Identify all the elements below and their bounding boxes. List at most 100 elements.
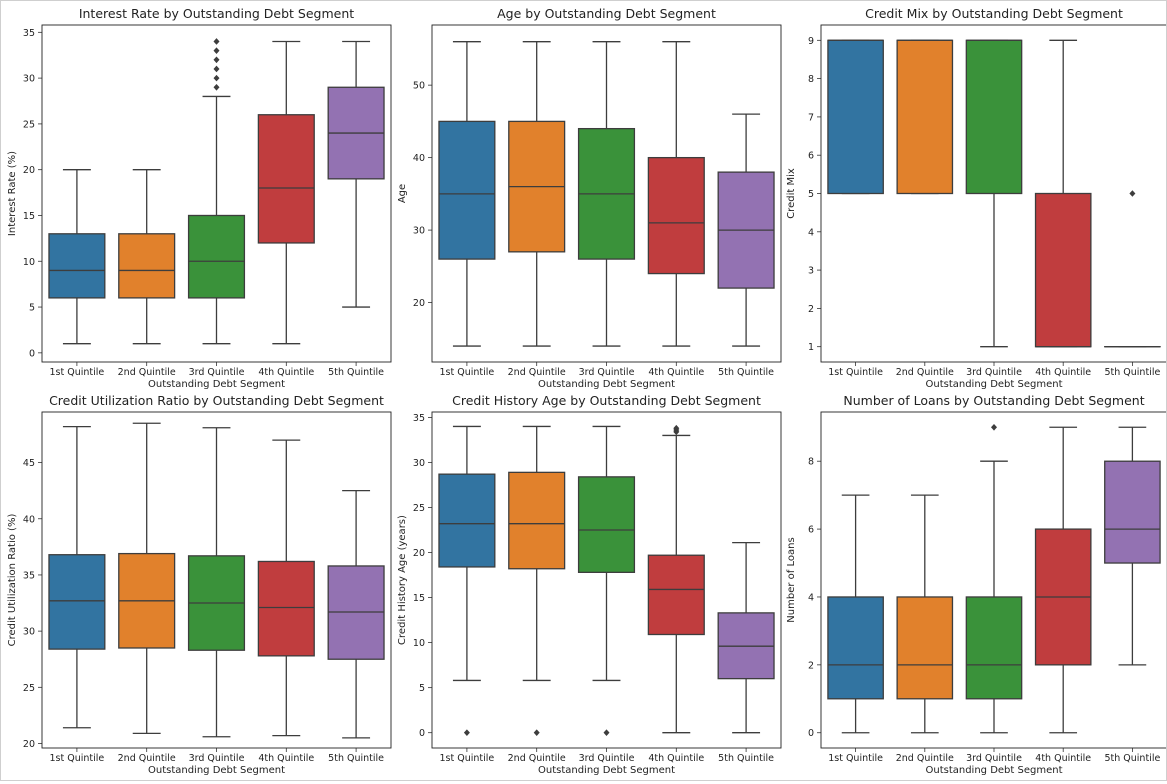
box-5 [328, 41, 384, 307]
x-tick-label: 4th Quintile [648, 753, 704, 764]
x-tick-label: 1st Quintile [828, 367, 883, 378]
x-tick-label: 1st Quintile [440, 367, 495, 378]
y-tick-label: 9 [808, 36, 814, 47]
y-tick-label: 5 [808, 189, 814, 200]
x-tick-label: 2nd Quintile [118, 367, 176, 378]
chart-title: Number of Loans by Outstanding Debt Segm… [843, 393, 1144, 408]
y-axis-label: Credit Utilization Ratio (%) [7, 514, 18, 647]
x-axis-label: Outstanding Debt Segment [148, 765, 285, 776]
y-tick-label: 20 [23, 165, 35, 176]
chart-panel-1: Interest Rate by Outstanding Debt Segmen… [7, 6, 391, 390]
x-tick-label: 4th Quintile [648, 367, 704, 378]
box-body [1036, 194, 1091, 347]
chart-title: Credit Mix by Outstanding Debt Segment [865, 6, 1123, 21]
box-2 [509, 42, 565, 346]
outlier-point [214, 56, 220, 63]
box-2 [119, 423, 175, 733]
y-tick-label: 25 [23, 683, 35, 694]
box-4 [648, 425, 704, 733]
y-axis-label: Credit History Age (years) [397, 515, 408, 645]
x-tick-label: 4th Quintile [1035, 753, 1091, 764]
chart-panel-2: Age by Outstanding Debt SegmentOutstandi… [397, 6, 781, 390]
box-3 [966, 40, 1021, 346]
x-tick-label: 2nd Quintile [508, 367, 566, 378]
x-tick-label: 2nd Quintile [896, 753, 954, 764]
outlier-point [214, 38, 220, 45]
x-tick-label: 3rd Quintile [579, 753, 635, 764]
box-body [828, 40, 883, 193]
box-body [439, 474, 495, 567]
box-3 [579, 42, 635, 346]
box-2 [897, 495, 952, 733]
chart-title: Interest Rate by Outstanding Debt Segmen… [79, 6, 354, 21]
y-tick-label: 15 [23, 211, 35, 222]
x-tick-label: 2nd Quintile [118, 753, 176, 764]
y-tick-label: 35 [413, 413, 425, 424]
outlier-point [214, 66, 220, 73]
x-tick-label: 3rd Quintile [189, 367, 245, 378]
box-3 [189, 428, 245, 737]
x-axis-label: Outstanding Debt Segment [925, 765, 1062, 776]
chart-panel-4: Credit Utilization Ratio by Outstanding … [7, 393, 391, 776]
x-tick-label: 5th Quintile [1104, 367, 1160, 378]
y-tick-label: 20 [413, 548, 425, 559]
y-tick-label: 50 [413, 81, 425, 92]
box-body [828, 597, 883, 699]
box-body [119, 234, 175, 298]
box-2 [119, 170, 175, 344]
y-tick-label: 4 [808, 227, 814, 238]
x-tick-label: 4th Quintile [1035, 367, 1091, 378]
x-tick-label: 5th Quintile [328, 753, 384, 764]
x-tick-label: 5th Quintile [328, 367, 384, 378]
box-2 [897, 40, 952, 193]
chart-panel-6: Number of Loans by Outstanding Debt Segm… [786, 393, 1166, 776]
chart-panel-3: Credit Mix by Outstanding Debt SegmentOu… [786, 6, 1166, 390]
y-tick-label: 35 [23, 570, 35, 581]
outlier-point [604, 729, 610, 736]
y-tick-label: 35 [23, 28, 35, 39]
x-tick-label: 1st Quintile [50, 753, 105, 764]
y-axis-label: Credit Mix [786, 168, 797, 219]
box-5 [1105, 427, 1160, 665]
box-body [439, 121, 495, 259]
outlier-point [991, 424, 997, 431]
y-tick-label: 20 [23, 739, 35, 750]
x-tick-label: 4th Quintile [258, 753, 314, 764]
box-5 [1105, 190, 1160, 346]
box-5 [718, 114, 774, 346]
y-tick-label: 20 [413, 298, 425, 309]
y-tick-label: 4 [808, 592, 814, 603]
x-tick-label: 5th Quintile [1104, 753, 1160, 764]
y-tick-label: 10 [23, 257, 35, 268]
box-body [897, 40, 952, 193]
box-5 [718, 543, 774, 733]
box-body [1105, 461, 1160, 563]
box-4 [258, 41, 314, 343]
x-axis-label: Outstanding Debt Segment [148, 379, 285, 390]
box-1 [828, 40, 883, 193]
y-tick-label: 40 [413, 153, 425, 164]
box-5 [328, 491, 384, 738]
x-tick-label: 1st Quintile [828, 753, 883, 764]
y-tick-label: 3 [808, 266, 814, 277]
box-3 [579, 426, 635, 736]
y-tick-label: 0 [29, 348, 35, 359]
y-axis-label: Number of Loans [786, 537, 797, 622]
x-tick-label: 3rd Quintile [189, 753, 245, 764]
x-tick-label: 4th Quintile [258, 367, 314, 378]
outlier-point [464, 729, 470, 736]
box-body [966, 40, 1021, 193]
y-tick-label: 1 [808, 342, 814, 353]
y-tick-label: 25 [23, 119, 35, 130]
outlier-point [214, 47, 220, 54]
box-1 [439, 42, 495, 346]
y-tick-label: 30 [413, 458, 425, 469]
outlier-point [534, 729, 540, 736]
box-4 [648, 42, 704, 346]
y-tick-label: 25 [413, 503, 425, 514]
x-tick-label: 2nd Quintile [896, 367, 954, 378]
y-tick-label: 45 [23, 458, 35, 469]
box-body [966, 597, 1021, 699]
